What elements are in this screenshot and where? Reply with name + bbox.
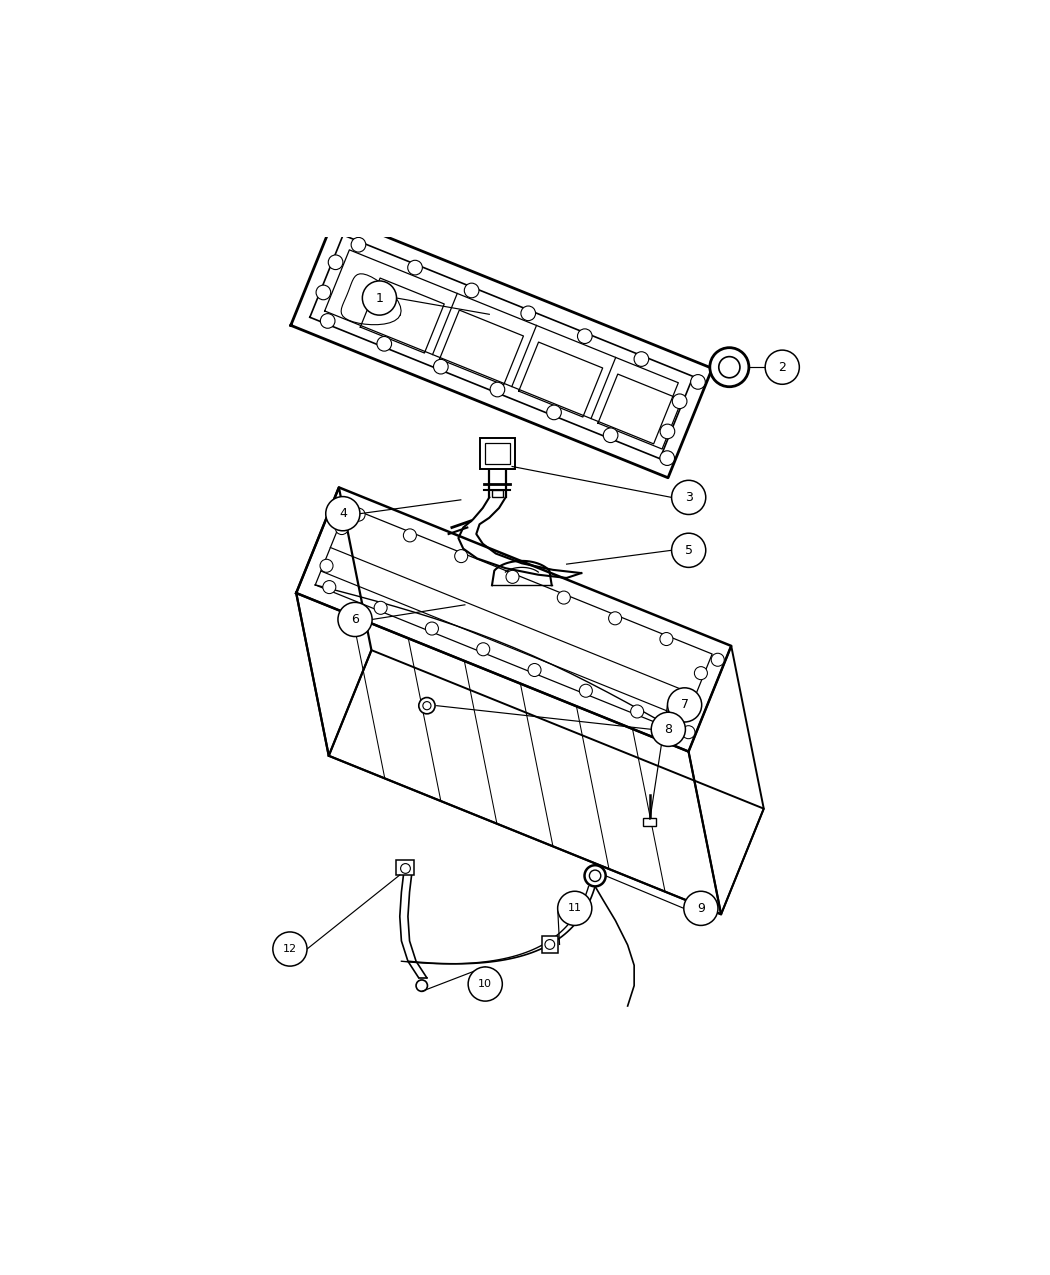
Circle shape (604, 428, 618, 442)
Circle shape (423, 701, 430, 710)
Circle shape (455, 550, 467, 562)
Circle shape (464, 283, 479, 298)
Circle shape (765, 351, 799, 384)
FancyBboxPatch shape (480, 439, 516, 469)
Circle shape (547, 405, 562, 419)
Circle shape (651, 713, 686, 746)
Circle shape (425, 622, 439, 635)
Circle shape (711, 653, 724, 667)
Circle shape (490, 382, 505, 397)
Circle shape (521, 306, 536, 320)
Circle shape (416, 980, 427, 992)
Circle shape (609, 612, 622, 625)
Circle shape (468, 966, 502, 1001)
Circle shape (374, 602, 387, 615)
Circle shape (558, 592, 570, 604)
Text: 12: 12 (282, 944, 297, 954)
FancyBboxPatch shape (485, 442, 509, 464)
Circle shape (659, 632, 673, 645)
Circle shape (320, 314, 335, 328)
Text: 5: 5 (685, 544, 693, 557)
Circle shape (710, 348, 749, 386)
Text: 2: 2 (778, 361, 786, 374)
Circle shape (545, 940, 554, 950)
Circle shape (403, 529, 417, 542)
Text: 1: 1 (376, 292, 383, 305)
Circle shape (679, 704, 692, 718)
Circle shape (351, 237, 365, 252)
Circle shape (558, 891, 592, 926)
Text: 10: 10 (478, 979, 492, 989)
Circle shape (362, 280, 397, 315)
FancyBboxPatch shape (491, 490, 503, 497)
Circle shape (407, 260, 422, 275)
Circle shape (377, 337, 392, 351)
Circle shape (631, 705, 644, 718)
FancyBboxPatch shape (644, 817, 656, 826)
Circle shape (672, 533, 706, 567)
FancyBboxPatch shape (396, 861, 414, 875)
Circle shape (719, 357, 740, 377)
Circle shape (273, 932, 307, 966)
Circle shape (634, 352, 649, 366)
Text: 8: 8 (665, 723, 672, 736)
Text: 11: 11 (568, 904, 582, 913)
Text: 6: 6 (351, 613, 359, 626)
Circle shape (681, 725, 695, 738)
Circle shape (672, 481, 706, 515)
Circle shape (338, 602, 372, 636)
FancyBboxPatch shape (542, 936, 558, 952)
Circle shape (322, 580, 336, 594)
Circle shape (589, 870, 601, 881)
Circle shape (691, 375, 706, 389)
Circle shape (434, 360, 448, 374)
Text: 3: 3 (685, 491, 693, 504)
Circle shape (401, 863, 411, 873)
Circle shape (316, 286, 331, 300)
Circle shape (335, 521, 349, 534)
Circle shape (585, 866, 606, 886)
Circle shape (352, 509, 365, 521)
Circle shape (580, 685, 592, 697)
Text: 9: 9 (697, 901, 705, 915)
Circle shape (419, 697, 435, 714)
Circle shape (659, 451, 674, 465)
Circle shape (672, 394, 687, 408)
Circle shape (320, 560, 333, 572)
Circle shape (694, 667, 708, 680)
Circle shape (477, 643, 489, 655)
Text: 4: 4 (339, 507, 347, 520)
Circle shape (668, 687, 701, 722)
Circle shape (506, 570, 519, 584)
Circle shape (578, 329, 592, 343)
Circle shape (329, 255, 343, 269)
Circle shape (660, 425, 675, 439)
Circle shape (528, 663, 541, 677)
Circle shape (684, 891, 718, 926)
Text: 7: 7 (680, 699, 689, 711)
Circle shape (326, 496, 360, 530)
